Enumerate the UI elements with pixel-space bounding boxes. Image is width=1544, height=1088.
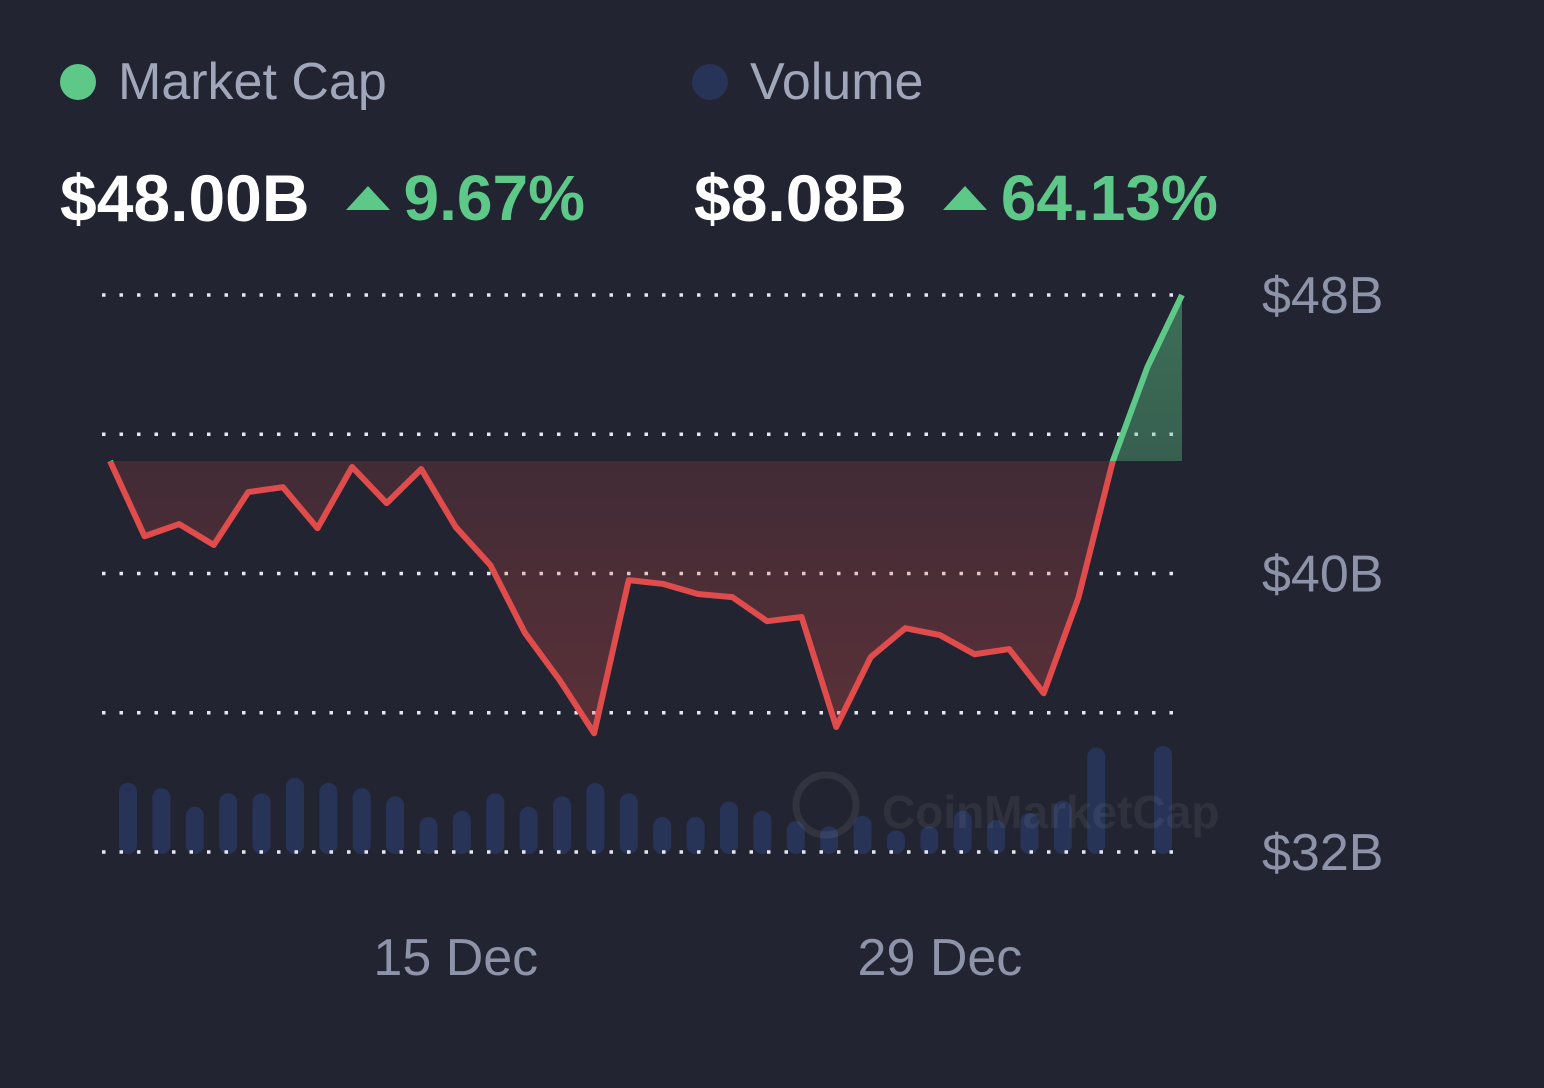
volume-bar	[553, 796, 572, 854]
market-cap-value: $48.00B	[60, 161, 310, 235]
volume-bar	[1020, 812, 1039, 854]
market-cap-point	[868, 654, 874, 660]
market-cap-point	[972, 651, 978, 657]
market-cap-point	[799, 614, 805, 620]
watermark-logo-icon	[792, 771, 860, 839]
market-cap-point	[591, 730, 597, 736]
market-cap-point	[314, 525, 320, 531]
volume-bar	[786, 821, 805, 854]
market-cap-point	[522, 630, 528, 636]
volume-bar	[152, 788, 171, 854]
market-cap-point	[418, 466, 424, 472]
market-cap-point	[453, 524, 459, 530]
volume-value: $8.08B	[694, 161, 907, 235]
market-cap-point	[1110, 458, 1116, 464]
volume-bar	[820, 826, 839, 854]
volume-bar	[419, 816, 438, 854]
market-cap-point	[729, 594, 735, 600]
volume-bar	[119, 782, 137, 854]
y-tick-label: $48B	[1262, 267, 1383, 325]
market-cap-point	[557, 677, 563, 683]
volume-bar	[319, 782, 338, 854]
volume-bar	[853, 815, 872, 854]
volume-bar	[1053, 800, 1072, 854]
market-cap-point	[1144, 364, 1150, 370]
legend-label: Market Cap	[118, 53, 387, 111]
market-cap-change: 9.67%	[403, 162, 585, 234]
area-below-baseline	[110, 461, 1182, 734]
volume-bar	[486, 793, 505, 854]
volume-bar	[953, 810, 972, 854]
market-cap-point	[626, 577, 632, 583]
volume-bar	[653, 816, 672, 854]
watermark: CoinMarketCap	[882, 786, 1219, 838]
market-cap-point	[1006, 646, 1012, 652]
market-cap-point	[245, 489, 251, 495]
market-cap-stat: $48.00B 9.67%	[60, 160, 585, 236]
volume-bar	[753, 810, 772, 854]
market-cap-point	[1179, 292, 1185, 298]
volume-bar	[1087, 747, 1106, 854]
volume-bar	[219, 793, 238, 854]
triangle-up-icon	[345, 186, 390, 210]
market-cap-point	[487, 562, 493, 568]
market-cap-point	[937, 632, 943, 638]
volume-bar	[886, 830, 905, 854]
volume-change: 64.13%	[1000, 162, 1218, 234]
y-tick-label: $32B	[1262, 824, 1383, 882]
y-tick-label: $40B	[1262, 546, 1383, 604]
market-cap-dot-icon	[60, 64, 96, 100]
volume-bar	[719, 801, 738, 854]
market-cap-point	[833, 724, 839, 730]
volume-stat: $8.08B 64.13%	[694, 160, 1218, 236]
volume-bar	[185, 806, 204, 854]
market-cap-point	[1041, 690, 1047, 696]
volume-bar	[1154, 746, 1172, 854]
market-cap-point	[384, 500, 390, 506]
volume-bar	[586, 782, 605, 854]
market-cap-point	[142, 533, 148, 539]
triangle-up-icon	[942, 186, 987, 210]
market-cap-point	[211, 542, 217, 548]
market-cap-point	[176, 521, 182, 527]
x-tick-label: 15 Dec	[373, 929, 538, 987]
volume-dot-icon	[692, 64, 728, 100]
market-cap-point	[107, 458, 113, 464]
volume-bar	[252, 793, 271, 854]
market-cap-point	[695, 591, 701, 597]
legend-volume[interactable]: Volume	[692, 52, 923, 112]
volume-bar	[920, 826, 939, 854]
volume-bar	[619, 793, 638, 854]
legend-label: Volume	[750, 53, 924, 111]
legend-market-cap[interactable]: Market Cap	[60, 52, 387, 112]
market-cap-point	[280, 484, 286, 490]
market-cap-point	[764, 618, 770, 624]
market-cap-point	[349, 464, 355, 470]
volume-bar	[285, 777, 304, 854]
volume-bar	[386, 796, 405, 854]
market-cap-line-down	[107, 461, 1117, 737]
market-cap-point	[660, 581, 666, 587]
volume-bar	[519, 806, 538, 854]
volume-bar	[686, 816, 705, 854]
volume-bar	[987, 820, 1006, 854]
market-cap-point	[1075, 595, 1081, 601]
volume-bar	[452, 810, 471, 854]
volume-bar	[352, 788, 371, 854]
market-cap-point	[902, 625, 908, 631]
x-tick-label: 29 Dec	[858, 929, 1023, 987]
